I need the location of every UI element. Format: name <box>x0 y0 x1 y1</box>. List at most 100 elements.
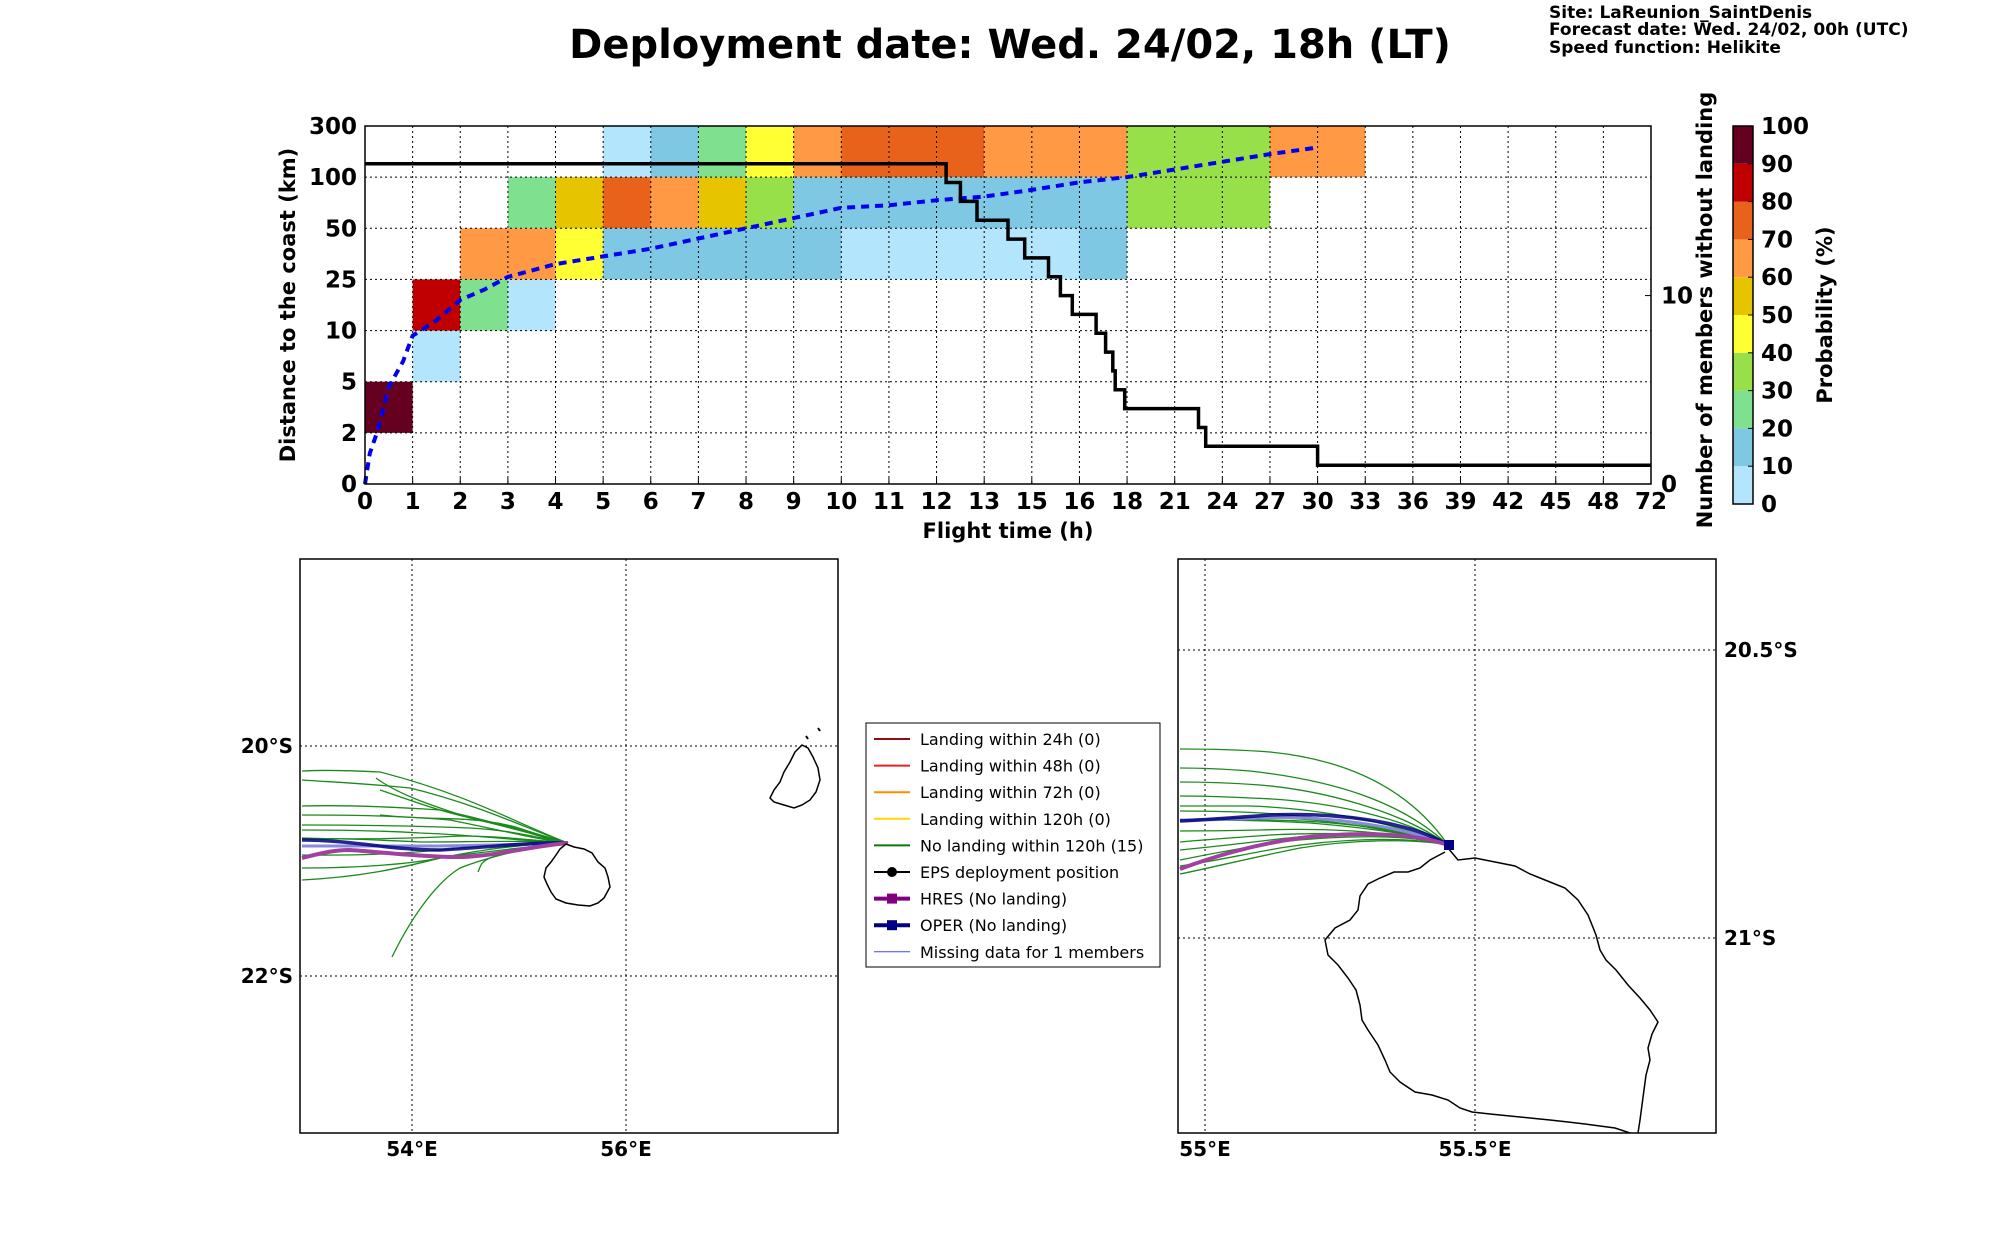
heatmap-cell <box>1317 126 1366 178</box>
map-right-gridlines <box>1178 559 1716 1133</box>
map-left-trajectories <box>301 769 569 958</box>
colorbar: 0 10 20 30 40 50 60 70 80 90 100 Probability (%) <box>1732 114 1837 518</box>
colorbar-blocks <box>1733 126 1753 504</box>
heatmap-cell <box>888 228 937 280</box>
legend-label: Missing data for 1 members <box>920 943 1144 962</box>
x-tick-label: 42 <box>1492 489 1524 515</box>
legend-marker <box>887 867 897 877</box>
heatmap-cell <box>412 330 461 382</box>
heatmap-cell <box>507 279 556 331</box>
heatmap-cell <box>1031 126 1080 178</box>
y-tick-label: 100 <box>309 165 357 191</box>
heatmap-cell <box>698 126 747 178</box>
x-tick-label: 72 <box>1635 489 1667 515</box>
members-without-landing-line <box>365 161 1651 467</box>
deployment-position-marker <box>1444 840 1454 850</box>
heatmap-cell <box>460 279 508 331</box>
colorbar-block <box>1733 315 1753 353</box>
y-tick-label: 25 <box>325 267 357 293</box>
colorbar-block <box>1733 239 1753 278</box>
colorbar-block <box>1733 390 1753 429</box>
mauritius-coastline <box>769 744 821 809</box>
x-tick-label: 1 <box>405 489 421 515</box>
x-tick-label: 36 <box>1397 489 1429 515</box>
speed-function-label: Speed function: Helikite <box>1549 38 1781 58</box>
heatmap-cell <box>1031 177 1080 229</box>
map-right-frame <box>1177 558 1717 1134</box>
legend-label: No landing within 120h (15) <box>920 836 1143 855</box>
heatmap-cell <box>841 126 889 178</box>
colorbar-tick-label: 10 <box>1761 454 1793 480</box>
y2-tick-label: 0 <box>1661 472 1677 498</box>
heatmap-series <box>363 145 1651 485</box>
x-tick-label: 24 <box>1206 489 1238 515</box>
legend-label: HRES (No landing) <box>920 890 1067 909</box>
heatmap-cell <box>984 126 1032 178</box>
colorbar-block <box>1733 163 1753 202</box>
map-right: 55°E 55.5°E 20.5°S 21°S <box>1177 558 1798 1161</box>
legend-box <box>865 722 1161 968</box>
heatmap-cell <box>698 177 747 229</box>
heatmap-cell <box>1079 177 1128 229</box>
heatmap-cell <box>1127 177 1175 229</box>
heatmap-cell <box>1079 126 1128 178</box>
heatmap-cell <box>793 126 842 178</box>
colorbar-block <box>1733 466 1753 504</box>
heatmap-cell <box>1127 126 1175 178</box>
x-tick-label: 13 <box>968 489 1000 515</box>
heatmap-cell <box>1174 177 1223 229</box>
heatmap-cell <box>888 177 937 229</box>
map-right-xtick: 55°E <box>1179 1137 1231 1161</box>
colorbar-block <box>1733 428 1753 467</box>
x-axis-label: Flight time (h) <box>923 519 1094 543</box>
x-tick-label: 0 <box>357 489 373 515</box>
heatmap-cell <box>555 228 604 280</box>
heatmap-cell <box>1222 126 1270 178</box>
colorbar-block <box>1733 126 1753 164</box>
heatmap-cell <box>841 177 889 229</box>
y-tick-label: 0 <box>341 472 357 498</box>
heatmap-frame <box>364 125 1652 485</box>
heatmap-cell <box>365 381 413 433</box>
heatmap-cell <box>650 126 699 178</box>
legend-label: Landing within 72h (0) <box>920 783 1101 802</box>
heatmap-cell <box>936 228 985 280</box>
x-tick-label: 21 <box>1159 489 1191 515</box>
heatmap-chart: 0 1 2 3 4 5 6 7 8 9 10 11 12 13 15 16 18 21 24 27 30 33 36 39 42… <box>276 92 1717 543</box>
colorbar-block <box>1733 277 1753 315</box>
legend: Landing within 24h (0) Landing within 48h… <box>865 722 1161 968</box>
heatmap-cell <box>603 228 651 280</box>
colorbar-tick-label: 0 <box>1761 492 1777 518</box>
heatmap-cell <box>1031 228 1080 280</box>
heatmap-cell <box>507 228 556 280</box>
heatmap-cell <box>793 228 842 280</box>
y2-axis-ticks: 0 10 <box>1645 284 1693 498</box>
colorbar-tick-label: 80 <box>1761 190 1793 216</box>
legend-marker <box>887 893 897 904</box>
x-tick-label: 2 <box>452 489 468 515</box>
page-title: Deployment date: Wed. 24/02, 18h (LT) <box>569 22 1451 68</box>
x-tick-label: 11 <box>873 489 905 515</box>
y2-axis-label: Number of members without landing <box>1693 92 1717 529</box>
x-tick-label: 45 <box>1540 489 1572 515</box>
heatmap-cell <box>650 228 699 280</box>
heatmap-cell <box>1222 177 1270 229</box>
colorbar-block <box>1733 352 1753 391</box>
x-tick-label: 15 <box>1016 489 1048 515</box>
legend-label: Landing within 120h (0) <box>920 810 1111 829</box>
heatmap-cells <box>365 126 1366 433</box>
colorbar-tick-label: 30 <box>1761 379 1793 405</box>
colorbar-tick-label: 20 <box>1761 416 1793 442</box>
y-tick-label: 10 <box>325 319 357 345</box>
site-label: Site: LaReunion_SaintDenis <box>1549 3 1812 23</box>
legend-label: OPER (No landing) <box>920 916 1067 935</box>
map-right-ytick: 20.5°S <box>1724 638 1798 662</box>
x-tick-label: 39 <box>1444 489 1476 515</box>
map-left-ytick: 20°S <box>241 734 293 758</box>
x-tick-label: 6 <box>643 489 659 515</box>
heatmap-cell <box>698 228 747 280</box>
heatmap-cell <box>460 228 508 280</box>
map-left: 54°E 56°E 20°S 22°S <box>241 558 839 1161</box>
